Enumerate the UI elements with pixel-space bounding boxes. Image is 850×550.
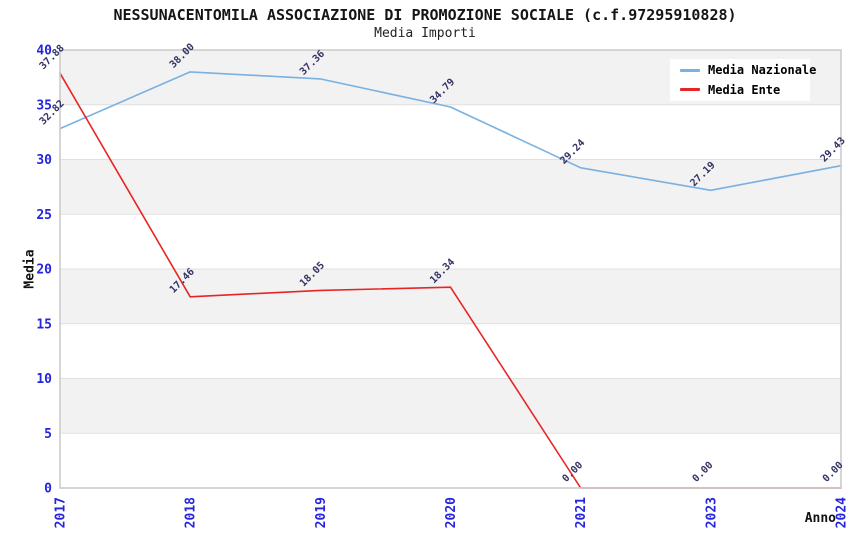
- data-point-label: 0.00: [691, 460, 716, 485]
- x-tick-label: 2017: [54, 497, 69, 528]
- y-tick-label: 15: [36, 317, 52, 332]
- plot-border: [59, 49, 842, 489]
- data-point-label: 0.00: [821, 460, 846, 485]
- chart-subtitle: Media Importi: [374, 26, 476, 41]
- y-tick-label: 10: [36, 372, 52, 387]
- background-band: [60, 378, 841, 434]
- y-tick-label: 5: [44, 427, 52, 442]
- legend-label: Media Ente: [708, 82, 781, 97]
- x-tick-label: 2021: [574, 497, 589, 528]
- y-tick-label: 40: [36, 44, 52, 59]
- x-tick-label: 2020: [444, 497, 459, 528]
- legend-item-media-ente: Media Ente: [670, 82, 810, 98]
- x-tick-label: 2023: [704, 497, 719, 528]
- x-tick-label: 2019: [314, 497, 329, 528]
- legend-line-swatch-red: [680, 88, 700, 92]
- y-tick-label: 35: [36, 98, 52, 113]
- y-tick-label: 0: [44, 482, 52, 497]
- x-tick-label: 2024: [835, 497, 850, 528]
- chart-title: NESSUNACENTOMILA ASSOCIAZIONE DI PROMOZI…: [113, 6, 737, 24]
- x-tick-label: 2018: [184, 497, 199, 528]
- y-tick-label: 30: [36, 153, 52, 168]
- legend-line-swatch-blue: [680, 68, 700, 72]
- y-tick-label: 20: [36, 263, 52, 278]
- y-axis-title: Media: [22, 249, 38, 289]
- x-axis-title: Anno: [804, 511, 836, 526]
- legend: Media Nazionale Media Ente: [670, 59, 816, 101]
- background-band: [60, 159, 841, 215]
- legend-label: Media Nazionale: [708, 63, 817, 78]
- legend-item-media-nazionale: Media Nazionale: [670, 62, 816, 78]
- series-line-media-nazionale: [59, 71, 842, 192]
- y-tick-label: 25: [36, 208, 52, 223]
